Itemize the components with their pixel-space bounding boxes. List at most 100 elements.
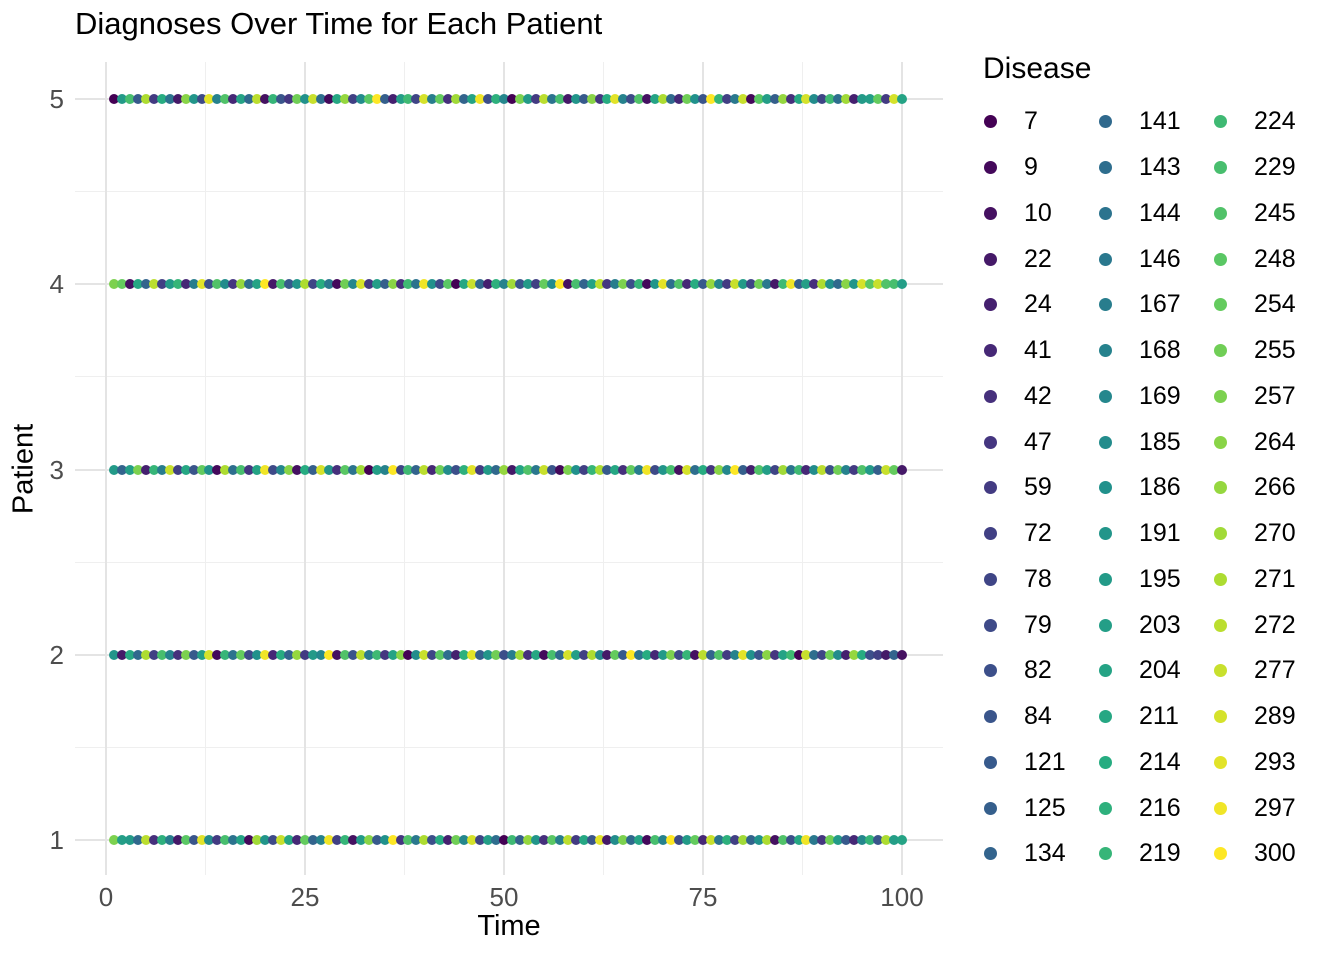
legend-item: 72 — [983, 511, 1098, 557]
data-point — [546, 279, 557, 290]
data-point — [268, 94, 279, 104]
data-point — [602, 835, 613, 845]
data-point — [371, 835, 382, 845]
data-point — [865, 464, 876, 475]
data-point — [467, 94, 478, 104]
data-point — [578, 279, 589, 290]
data-point — [682, 279, 693, 290]
data-point — [459, 464, 470, 475]
data-point — [642, 94, 653, 104]
data-point — [705, 835, 716, 845]
data-point — [825, 649, 836, 660]
data-point — [849, 94, 860, 104]
data-point — [244, 835, 255, 845]
data-point — [116, 94, 127, 104]
data-point — [395, 835, 406, 845]
data-point — [300, 649, 310, 660]
data-point — [427, 835, 438, 845]
data-point — [276, 94, 287, 104]
legend-item-label: 169 — [1139, 381, 1181, 410]
data-point — [881, 835, 892, 845]
data-point — [650, 94, 661, 104]
legend-swatch-icon — [1214, 755, 1227, 769]
data-point — [530, 649, 541, 660]
data-point — [626, 649, 637, 660]
data-point — [323, 835, 334, 845]
data-point — [276, 279, 287, 290]
data-point — [156, 279, 167, 290]
data-point — [331, 464, 342, 475]
legend-item: 84 — [983, 694, 1098, 740]
data-point — [403, 279, 414, 290]
data-point — [228, 835, 239, 845]
data-point — [825, 279, 836, 290]
data-point — [666, 835, 677, 845]
data-point — [658, 94, 669, 104]
data-point — [833, 94, 844, 104]
data-point — [300, 279, 310, 290]
data-point — [499, 94, 509, 104]
data-point — [236, 94, 247, 104]
data-point — [857, 279, 868, 290]
data-point — [586, 279, 597, 290]
data-point — [347, 279, 358, 290]
legend-swatch-icon — [1099, 115, 1112, 129]
x-tick-label: 75 — [688, 882, 718, 912]
data-point — [594, 835, 605, 845]
data-point — [682, 94, 693, 104]
legend-swatch-icon — [984, 755, 997, 769]
data-point — [419, 279, 430, 290]
legend-item-label: 134 — [1024, 839, 1066, 868]
data-point — [347, 94, 358, 104]
data-point — [379, 835, 390, 845]
data-point — [713, 279, 724, 290]
data-point — [650, 649, 661, 660]
data-point — [674, 94, 685, 104]
data-point — [427, 94, 438, 104]
legend-item: 248 — [1213, 236, 1313, 282]
data-point — [713, 835, 724, 845]
data-point — [116, 649, 127, 660]
data-point — [260, 464, 271, 475]
data-point — [586, 835, 597, 845]
data-point — [506, 464, 517, 475]
legend-swatch-icon — [1099, 344, 1112, 358]
data-point — [483, 835, 494, 845]
data-point — [427, 464, 438, 475]
legend-item: 82 — [983, 648, 1098, 694]
data-point — [276, 835, 287, 845]
data-point — [411, 649, 422, 660]
data-point — [387, 649, 398, 660]
legend-item: 78 — [983, 557, 1098, 603]
data-point — [570, 464, 581, 475]
legend-swatch-icon — [1214, 572, 1227, 586]
data-point — [331, 649, 342, 660]
data-point — [124, 94, 135, 104]
data-point — [698, 835, 708, 845]
data-point — [562, 279, 573, 290]
data-point — [737, 835, 748, 845]
data-point — [889, 279, 900, 290]
legend-swatch-icon — [1214, 344, 1227, 358]
legend-item: 22 — [983, 236, 1098, 282]
data-point — [236, 649, 247, 660]
data-point — [443, 464, 454, 475]
data-point — [554, 649, 565, 660]
data-point — [212, 279, 223, 290]
legend-item-label: 141 — [1139, 107, 1181, 136]
data-point — [315, 464, 326, 475]
data-point — [212, 649, 223, 660]
legend-swatch-icon — [1099, 527, 1112, 541]
legend-item: 255 — [1213, 328, 1313, 374]
data-point — [268, 279, 279, 290]
data-point — [841, 835, 852, 845]
data-point — [323, 649, 334, 660]
data-point — [626, 279, 637, 290]
data-point — [506, 649, 517, 660]
data-point — [538, 94, 549, 104]
data-point — [801, 835, 812, 845]
data-point — [737, 649, 748, 660]
data-point — [148, 649, 159, 660]
data-point — [690, 835, 701, 845]
data-point — [745, 464, 756, 475]
